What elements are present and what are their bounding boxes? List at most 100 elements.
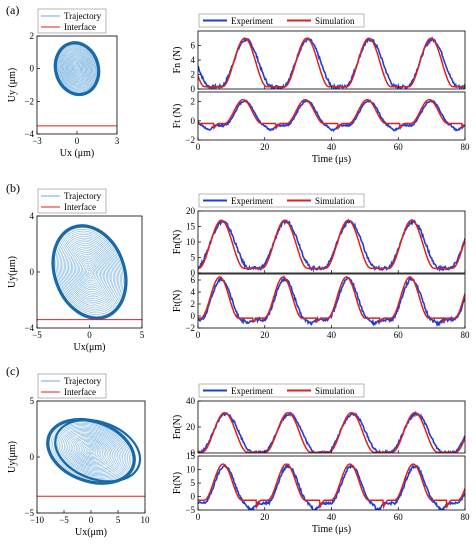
trajectory-ring	[62, 51, 92, 86]
x-axis-label: Ux(μm)	[75, 527, 107, 538]
trajectory-ring	[74, 438, 108, 464]
y-tick-label: −2	[185, 323, 195, 333]
fn-axis-label: Fn(N)	[172, 230, 183, 254]
trajectory-ring	[62, 430, 120, 473]
trajectory-ring	[57, 45, 97, 92]
trajectory-ring	[63, 52, 91, 85]
x-tick-label: 80	[461, 330, 471, 340]
trajectory-ring	[61, 50, 93, 87]
trajectory-ring	[75, 253, 104, 291]
trajectory-ring	[60, 48, 94, 89]
legend-interface-label: Interface	[64, 22, 96, 32]
legend-simulation-label: Simulation	[315, 196, 355, 206]
x-tick-label: 60	[394, 512, 404, 522]
legend-experiment-label: Experiment	[231, 16, 273, 26]
trajectory-ring	[57, 230, 122, 314]
y-tick-label: 6	[191, 41, 196, 51]
ft-axes-frame	[197, 455, 466, 511]
trajectory-ring	[74, 65, 80, 72]
x-tick-label: 0	[196, 330, 201, 340]
y-tick-label: 20	[186, 206, 196, 216]
y-tick-label: 0	[191, 116, 196, 126]
y-tick-label: −5	[24, 508, 34, 518]
trajectory-ring	[59, 234, 120, 310]
trajectory-ring	[59, 427, 123, 475]
y-tick-label: 0	[191, 84, 196, 94]
trajectory-outer-band	[53, 41, 101, 97]
trajectory-ring	[70, 60, 84, 77]
trajectory-ring	[72, 250, 107, 294]
legend-simulation-label: Simulation	[315, 386, 355, 396]
simulation-line	[198, 219, 465, 270]
trajectory-ring	[65, 55, 89, 82]
y-tick-label: −5	[185, 505, 195, 515]
legend-box	[198, 13, 365, 28]
x-axis-label: Ux (μm)	[60, 148, 95, 159]
trajectory-ring	[68, 245, 111, 299]
y-tick-label: 0	[191, 268, 196, 278]
trajectory-ring	[61, 236, 118, 308]
x-tick-label: 0	[89, 515, 94, 525]
trajectory-outer-band	[51, 224, 128, 320]
trajectory-ring	[84, 446, 98, 457]
trajectory-ring	[60, 49, 94, 88]
y-tick-label: 0	[30, 452, 35, 462]
trajectory-ring	[70, 436, 112, 467]
trajectory-ring	[64, 239, 115, 305]
trajectory-ring	[62, 237, 117, 307]
x-tick-label: −5	[32, 330, 42, 340]
trajectory-ring	[59, 47, 95, 90]
trajectory-ring	[68, 58, 86, 79]
y-tick-label: 40	[186, 396, 196, 406]
y-tick-label: 5	[191, 478, 196, 488]
trajectory-ring	[58, 232, 121, 312]
trajectory-ring	[69, 59, 85, 78]
trajectory-axes-frame	[36, 215, 143, 329]
trajectory-ring	[83, 264, 96, 280]
y-tick-label: 5	[30, 396, 35, 406]
x-tick-label: 0	[75, 136, 80, 146]
fn-axis-label: Fn (N)	[172, 47, 183, 74]
experiment-line	[198, 274, 465, 328]
trajectory-ring	[89, 449, 93, 453]
trajectory-ring	[76, 255, 103, 289]
y-tick-label: −2	[185, 135, 195, 145]
trajectory-ring	[50, 421, 132, 482]
panel-letter-c: (c)	[6, 364, 19, 378]
trajectory-plot-c: −10 −5 0 5 1050−5Ux(μm)Uy(μm)TrajectoryInter…	[7, 373, 151, 538]
trajectory-ring	[56, 44, 98, 93]
trajectory-ring	[49, 420, 133, 483]
x-tick-label: 20	[260, 330, 270, 340]
trajectory-ring	[85, 447, 97, 456]
ft-axis-label: Ft(N)	[172, 472, 183, 494]
trajectory-ring	[73, 64, 81, 73]
legend-box	[198, 383, 365, 398]
trajectory-ring	[71, 62, 83, 75]
x-axis-label: Time (μs)	[312, 154, 351, 165]
trajectory-ring	[65, 432, 117, 471]
x-tick-label: −10	[30, 515, 45, 525]
simulation-line	[198, 98, 465, 131]
x-tick-label: 60	[394, 142, 404, 152]
ft-axes-frame	[197, 91, 466, 141]
x-tick-label: 10	[141, 515, 151, 525]
y-tick-label: 10	[186, 465, 196, 475]
experiment-line	[198, 462, 465, 510]
y-tick-label: 4	[191, 287, 196, 297]
y-tick-label: 2	[191, 299, 196, 309]
trajectory-ring	[65, 241, 114, 303]
x-axis-label: Time (μs)	[312, 524, 351, 535]
y-tick-label: 0	[191, 492, 196, 502]
x-tick-label: 0	[196, 142, 201, 152]
trajectory-ring	[60, 429, 122, 474]
trajectory-ring	[69, 435, 113, 468]
trajectory-ring	[55, 229, 124, 315]
y-tick-label: 2	[191, 70, 196, 80]
trajectory-plot-a: −3 0 3 2 0 −2 −4 Ux (μm) Uy (μm) TrajectoryInterf…	[7, 8, 120, 159]
y-tick-label: 4	[191, 55, 196, 65]
fn-axes-frame	[197, 30, 466, 90]
fn-axes-frame	[197, 400, 466, 454]
trajectory-ring	[67, 434, 115, 469]
y-tick-label: 0	[30, 267, 35, 277]
trajectory-ring	[70, 61, 84, 76]
